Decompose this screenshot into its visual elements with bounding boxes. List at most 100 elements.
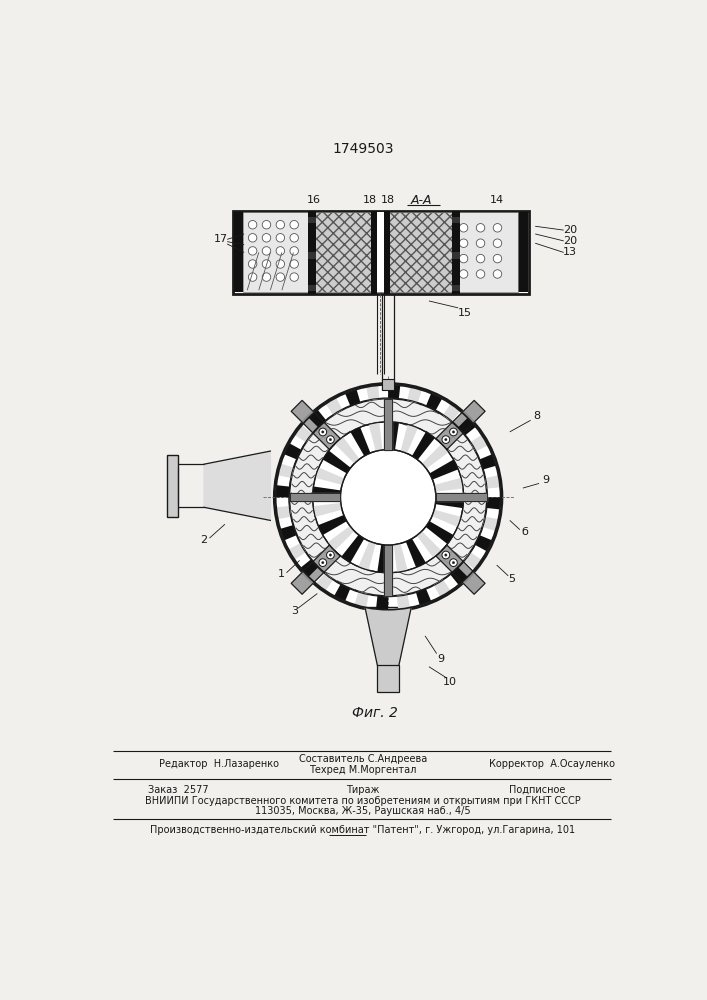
- Circle shape: [493, 224, 502, 232]
- Wedge shape: [358, 541, 376, 570]
- Wedge shape: [276, 485, 290, 497]
- Circle shape: [262, 260, 271, 268]
- Wedge shape: [368, 422, 382, 451]
- Wedge shape: [426, 393, 442, 411]
- Bar: [382, 379, 395, 390]
- Wedge shape: [432, 510, 461, 527]
- Wedge shape: [327, 526, 354, 551]
- Bar: [452, 252, 460, 259]
- Text: Составитель С.Андреева: Составитель С.Андреева: [298, 754, 427, 764]
- Wedge shape: [278, 464, 294, 478]
- Wedge shape: [323, 451, 351, 473]
- Wedge shape: [450, 567, 467, 585]
- Wedge shape: [429, 460, 458, 480]
- Circle shape: [248, 247, 257, 255]
- Wedge shape: [351, 427, 370, 456]
- Circle shape: [477, 254, 485, 263]
- Circle shape: [322, 431, 324, 433]
- Wedge shape: [470, 435, 488, 452]
- Wedge shape: [464, 552, 481, 569]
- Circle shape: [460, 254, 468, 263]
- Text: Техред М.Моргентал: Техред М.Моргентал: [309, 765, 416, 775]
- Circle shape: [340, 450, 436, 545]
- Polygon shape: [436, 400, 485, 449]
- Circle shape: [477, 239, 485, 247]
- Text: 3: 3: [291, 606, 298, 616]
- Bar: [243, 212, 309, 292]
- Circle shape: [262, 234, 271, 242]
- Text: 1: 1: [278, 569, 285, 579]
- Circle shape: [450, 559, 457, 566]
- Circle shape: [290, 260, 298, 268]
- Circle shape: [445, 438, 447, 441]
- Wedge shape: [433, 579, 450, 597]
- Bar: [518, 212, 527, 292]
- Text: Редактор  Н.Лазаренко: Редактор Н.Лазаренко: [160, 759, 279, 769]
- Text: 17: 17: [214, 234, 228, 244]
- Circle shape: [276, 220, 284, 229]
- Wedge shape: [416, 588, 431, 605]
- Wedge shape: [479, 454, 496, 470]
- Circle shape: [450, 428, 457, 436]
- Circle shape: [276, 273, 284, 281]
- Text: 10: 10: [443, 677, 457, 687]
- Text: 16: 16: [306, 195, 320, 205]
- Text: Подписное: Подписное: [508, 785, 565, 795]
- Circle shape: [290, 247, 298, 255]
- Bar: [308, 252, 316, 259]
- Bar: [308, 211, 316, 294]
- Bar: [167, 455, 178, 517]
- Text: 20: 20: [563, 225, 577, 235]
- Circle shape: [329, 438, 332, 441]
- Text: Тираж: Тираж: [346, 785, 380, 795]
- Wedge shape: [482, 517, 498, 531]
- Circle shape: [262, 247, 271, 255]
- Wedge shape: [312, 486, 341, 497]
- Wedge shape: [345, 389, 361, 406]
- Text: 18: 18: [363, 195, 377, 205]
- Text: 5: 5: [508, 574, 515, 584]
- Text: 1749503: 1749503: [332, 142, 394, 156]
- Bar: [309, 212, 452, 292]
- Circle shape: [445, 554, 447, 556]
- Circle shape: [248, 234, 257, 242]
- Wedge shape: [276, 506, 291, 519]
- Bar: [378, 212, 383, 292]
- Bar: [452, 211, 460, 294]
- Text: ВНИИПИ Государственного комитета по изобретениям и открытиям при ГКНТ СССР: ВНИИПИ Государственного комитета по изоб…: [145, 796, 580, 806]
- Text: 113035, Москва, Ж-35, Раушская наб., 4/5: 113035, Москва, Ж-35, Раушская наб., 4/5: [255, 806, 471, 816]
- Text: б: б: [522, 527, 529, 537]
- Circle shape: [477, 270, 485, 278]
- Circle shape: [290, 273, 298, 281]
- Text: 13: 13: [563, 247, 577, 257]
- Circle shape: [442, 436, 450, 443]
- Wedge shape: [313, 503, 342, 517]
- Text: 9: 9: [542, 475, 549, 485]
- Circle shape: [248, 260, 257, 268]
- Circle shape: [327, 551, 334, 559]
- Wedge shape: [366, 385, 380, 401]
- Wedge shape: [378, 545, 388, 573]
- Wedge shape: [407, 387, 422, 403]
- Circle shape: [452, 431, 455, 433]
- Wedge shape: [426, 521, 453, 544]
- Circle shape: [248, 273, 257, 281]
- Wedge shape: [416, 531, 441, 558]
- Wedge shape: [280, 525, 297, 540]
- Wedge shape: [458, 418, 476, 436]
- Bar: [452, 212, 518, 292]
- Polygon shape: [436, 493, 486, 501]
- Circle shape: [290, 234, 298, 242]
- Bar: [371, 211, 378, 294]
- Text: 14: 14: [490, 195, 504, 205]
- Wedge shape: [434, 478, 463, 492]
- Wedge shape: [341, 535, 364, 563]
- Circle shape: [327, 436, 334, 443]
- Wedge shape: [485, 475, 500, 489]
- Wedge shape: [334, 584, 351, 601]
- Circle shape: [276, 247, 284, 255]
- Wedge shape: [443, 404, 460, 422]
- Text: 9: 9: [437, 654, 444, 664]
- Text: Корректор  А.Осауленко: Корректор А.Осауленко: [489, 759, 615, 769]
- Wedge shape: [397, 594, 410, 609]
